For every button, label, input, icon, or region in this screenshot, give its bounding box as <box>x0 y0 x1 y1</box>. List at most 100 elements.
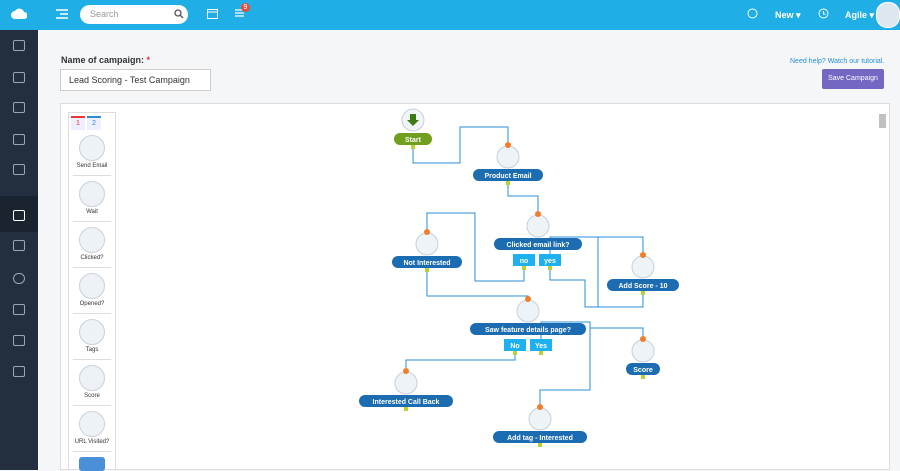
history-icon[interactable] <box>818 8 829 19</box>
nav-web[interactable] <box>13 273 25 284</box>
workflow-node[interactable]: Saw feature details page? <box>470 296 586 335</box>
connectors <box>405 126 644 409</box>
palette-label: Opened? <box>79 301 105 307</box>
branch-output <box>548 266 552 270</box>
campaign-name-input[interactable]: Lead Scoring - Test Campaign <box>60 69 211 91</box>
node-input <box>537 404 543 410</box>
node-input <box>640 336 646 342</box>
workflow-node[interactable]: Clicked email link? <box>494 211 582 250</box>
nav-campaigns[interactable] <box>13 210 25 221</box>
new-menu[interactable]: New ▾ <box>775 10 801 20</box>
node-input <box>424 229 430 235</box>
palette-divider <box>73 405 111 406</box>
branch-box <box>504 339 526 351</box>
palette-icon[interactable] <box>79 319 105 345</box>
branch-label: No <box>510 343 519 350</box>
branch-label: yes <box>544 258 556 265</box>
node-label: Product Email <box>484 173 531 180</box>
nav-active <box>0 196 38 232</box>
branch-button[interactable]: yes <box>539 254 561 270</box>
palette-label: Send Email <box>76 163 108 169</box>
menu-toggle[interactable] <box>56 9 68 19</box>
node-pill <box>359 395 453 407</box>
user-label: Agile <box>845 10 868 20</box>
node-pill <box>494 238 582 250</box>
node-label: Not Interested <box>403 260 450 267</box>
workflow-node[interactable]: Product Email <box>473 142 543 185</box>
palette-divider <box>73 313 111 314</box>
palette-divider <box>73 175 111 176</box>
sidebar <box>0 30 38 470</box>
help-link[interactable]: Need help? Watch our tutorial. <box>790 58 885 65</box>
palette-icon[interactable] <box>79 365 105 391</box>
help-icon[interactable] <box>747 8 758 19</box>
workflow-canvas <box>60 103 890 470</box>
connector <box>412 126 509 164</box>
palette-icon[interactable] <box>79 411 105 437</box>
workflow-node[interactable]: Add Score - 10 <box>607 252 679 295</box>
nav-deals[interactable] <box>13 102 25 113</box>
node-label: Saw feature details page? <box>485 327 571 334</box>
node-output <box>411 145 415 149</box>
node-icon <box>631 339 655 363</box>
branch-label: no <box>520 258 529 265</box>
notification-badge: 9 <box>241 3 250 12</box>
connector <box>507 184 539 215</box>
node-icon <box>394 371 418 395</box>
branch-button[interactable]: No <box>504 339 526 355</box>
node-output <box>641 291 645 295</box>
branch-button[interactable]: no <box>513 254 535 270</box>
palette-icon[interactable] <box>79 181 105 207</box>
nav-companies[interactable] <box>13 72 25 83</box>
user-menu[interactable]: Agile ▾ <box>845 10 875 20</box>
node-pill <box>470 323 586 335</box>
node-pill <box>607 279 679 291</box>
connector <box>539 328 591 409</box>
palette-divider <box>73 451 111 452</box>
palette-icon[interactable] <box>79 135 105 161</box>
workflow-node[interactable]: Add tag - Interested <box>493 404 587 447</box>
palette-divider <box>73 359 111 360</box>
node-icon <box>415 232 439 256</box>
label-text: Name of campaign: <box>61 55 145 65</box>
palette-label: Wait <box>86 209 98 215</box>
node-input <box>403 368 409 374</box>
node-icon <box>631 255 655 279</box>
palette-icon[interactable] <box>79 227 105 253</box>
node-output <box>506 181 510 185</box>
workflow-node[interactable]: Not Interested <box>392 229 462 272</box>
connector <box>549 268 644 308</box>
nav-documents[interactable] <box>13 134 25 145</box>
save-button[interactable]: Save Campaign <box>822 69 884 89</box>
start-arrow <box>407 114 419 126</box>
workflow-node[interactable]: Interested Call Back <box>359 368 453 411</box>
nav-reports[interactable] <box>13 366 25 377</box>
nav-integrations[interactable] <box>13 335 25 346</box>
workflow-node[interactable]: Score <box>626 336 660 379</box>
branch-output <box>539 351 543 355</box>
palette-icon[interactable] <box>79 273 105 299</box>
branch-output <box>522 266 526 270</box>
branch-button[interactable]: Yes <box>530 339 552 355</box>
nav-forms[interactable] <box>13 304 25 315</box>
palette-icon[interactable] <box>79 457 105 471</box>
search-icon[interactable] <box>174 9 184 19</box>
node-input <box>535 211 541 217</box>
workflow-node[interactable]: Start <box>394 108 432 149</box>
calendar-icon[interactable] <box>207 8 218 19</box>
palette-tab[interactable]: 2 <box>87 116 101 130</box>
nav-files[interactable] <box>13 164 25 175</box>
palette-tab[interactable]: 1 <box>71 116 85 130</box>
node-input <box>505 142 511 148</box>
nav-contacts[interactable] <box>13 40 25 51</box>
palette-label: Tags <box>85 347 99 353</box>
node-icon <box>496 145 520 169</box>
connector <box>405 353 516 372</box>
connector <box>426 212 525 282</box>
node-input <box>525 296 531 302</box>
palette-divider <box>73 221 111 222</box>
search-box[interactable]: Search <box>80 5 188 24</box>
node-pill <box>493 431 587 443</box>
nav-chat[interactable] <box>13 240 25 251</box>
branch-box <box>539 254 561 266</box>
